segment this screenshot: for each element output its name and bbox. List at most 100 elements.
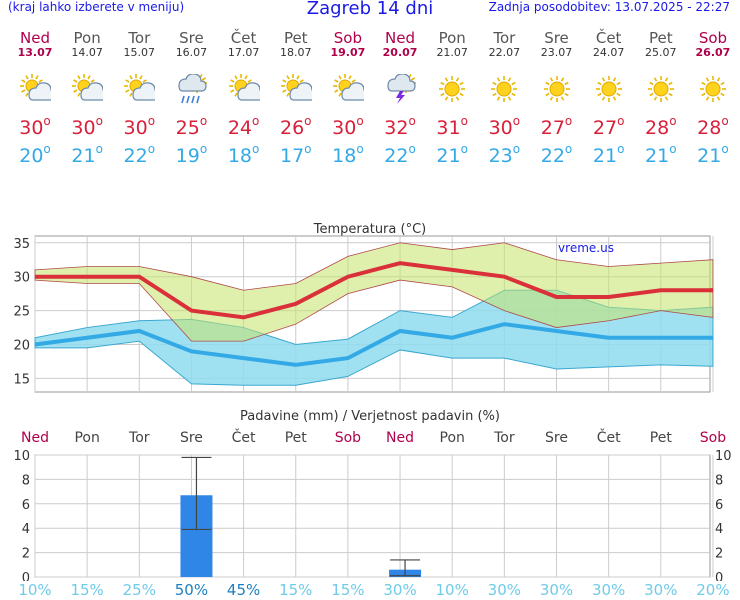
day-column-10: Sre 23.07 27o 22o (531, 30, 583, 167)
rain-tick-label-left: 0 (22, 571, 30, 581)
rain-probability: 15% (70, 581, 104, 599)
rain-probability: 10% (18, 581, 52, 599)
day-date: 21.07 (436, 46, 468, 59)
temp-tick-label: 15 (13, 372, 30, 387)
partly-cloudy-icon (280, 74, 318, 104)
day-column-12: Pet 25.07 28o 21o (635, 29, 687, 167)
day-date: 23.07 (540, 46, 573, 59)
min-temp: 21o (697, 142, 729, 167)
day-column-7: Ned 20.07 32o 22o (374, 30, 426, 167)
day-name: Čet (230, 29, 257, 47)
rain-probability: 30% (591, 581, 626, 599)
partly-cloudy-icon (71, 74, 109, 104)
day-date: 14.07 (71, 46, 103, 59)
partly-cloudy-icon (332, 74, 370, 104)
day-date: 20.07 (382, 46, 418, 59)
day-column-0: Ned 13.07 30o 20o (9, 29, 61, 167)
rain-tick-label-left: 2 (22, 547, 30, 562)
day-date: 15.07 (123, 46, 156, 59)
rain-day-label: Čet (597, 428, 621, 446)
rain-tick-label-right: 0 (715, 571, 723, 581)
day-column-6: Sob 19.07 30o 18o (322, 30, 374, 167)
sun-icon (541, 74, 573, 104)
rain-probability: 25% (122, 581, 156, 599)
rain-probability: 30% (487, 581, 522, 599)
day-date: 25.07 (645, 46, 677, 59)
day-name: Ned (20, 29, 50, 47)
min-temp: 19o (175, 142, 208, 167)
min-temp: 23o (488, 142, 521, 167)
rain-day-label: Čet (232, 428, 256, 446)
max-temp-range-band (34, 242, 714, 342)
sun-icon (436, 74, 468, 104)
min-temp-line (34, 322, 713, 367)
last-update: Zadnja posodobitev: 13.07.2025 - 22:27 (488, 0, 730, 14)
watermark: vreme.us (558, 241, 614, 255)
rain-day-label: Sob (335, 430, 361, 446)
rain-day-label: Pon (74, 430, 99, 446)
rain-shower-icon (175, 73, 208, 104)
day-column-8: Pon 21.07 31o 21o (426, 30, 478, 167)
rain-tick-label-right: 8 (715, 473, 723, 488)
day-date: 16.07 (175, 46, 208, 59)
max-temp: 28o (697, 114, 729, 139)
rain-plot-area (34, 454, 711, 578)
min-temp: 18o (227, 142, 260, 167)
rain-day-label: Pet (285, 430, 308, 446)
location-hint: (kraj lahko izberete v meniju) (8, 0, 185, 14)
rain-tick-label-left: 10 (13, 449, 30, 464)
rain-tick-label-right: 4 (715, 522, 723, 537)
day-date: 26.07 (695, 46, 731, 59)
rain-day-label: Pet (650, 430, 673, 446)
rain-day-label: Sob (700, 430, 726, 446)
rain-day-label: Tor (128, 430, 150, 446)
day-name: Pet (283, 29, 308, 47)
day-column-1: Pon 14.07 30o 21o (61, 29, 113, 167)
rain-tick-label-left: 8 (22, 473, 30, 488)
day-name: Tor (493, 29, 516, 47)
day-column-5: Pet 18.07 26o 17o (270, 29, 322, 167)
max-temp: 27o (540, 114, 573, 139)
rain-day-label: Sre (545, 430, 568, 446)
partly-cloudy-icon (123, 74, 161, 104)
rain-probability: 30% (539, 581, 574, 599)
rain-tick-label-left: 6 (22, 498, 30, 513)
day-date: 18.07 (280, 46, 312, 59)
thunderstorm-icon (384, 73, 417, 104)
rain-probability: 50% (174, 581, 209, 599)
min-temp: 22o (540, 142, 573, 167)
temp-tick-label: 20 (13, 339, 30, 354)
max-temp: 30o (19, 114, 51, 139)
min-temp: 22o (123, 142, 156, 167)
rain-day-label: Ned (386, 430, 414, 446)
rain-probability: 15% (331, 581, 365, 599)
min-temp: 22o (384, 142, 416, 167)
rain-tick-label-right: 10 (715, 449, 732, 464)
day-column-11: Čet 24.07 27o 21o (583, 30, 635, 167)
min-temp: 21o (645, 142, 677, 167)
rain-probability: 45% (226, 581, 261, 599)
day-name: Pon (73, 29, 101, 47)
rain-day-label: Tor (493, 430, 515, 446)
day-column-13: Sob 26.07 28o 21o (687, 29, 739, 167)
sun-icon (488, 74, 520, 104)
day-column-4: Čet 17.07 24o 18o (218, 29, 270, 167)
max-temp: 32o (384, 114, 416, 139)
temp-tick-label: 35 (13, 237, 30, 252)
min-temp: 21o (592, 142, 625, 167)
max-temp: 30o (123, 114, 156, 139)
min-temp: 20o (19, 142, 51, 167)
temp-chart-title: Temperatura (°C) (313, 222, 426, 237)
partly-cloudy-icon (228, 74, 266, 104)
rain-day-label: Sre (180, 430, 203, 446)
day-name: Sob (698, 29, 728, 47)
min-temp: 18o (332, 142, 364, 167)
sun-icon (645, 74, 677, 104)
temp-tick-label: 25 (13, 305, 30, 320)
rain-chart-title: Padavine (mm) / Verjetnost padavin (%) (240, 409, 500, 424)
page-title: Zagreb 14 dni (306, 0, 434, 19)
day-name: Pet (648, 29, 673, 47)
day-name: Tor (128, 29, 151, 47)
daily-forecast-strip: Ned 13.07 30o 20o Pon 14.07 30o 21o Tor 15.07 30o 2… (8, 30, 736, 170)
